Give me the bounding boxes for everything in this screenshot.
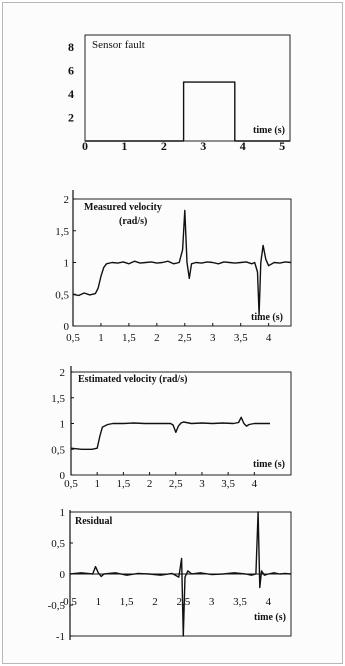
x-tick-label: 5 bbox=[279, 139, 285, 153]
y-tick-label: 2 bbox=[60, 367, 66, 379]
y-tick-label: 1 bbox=[64, 258, 70, 270]
x-tick-label: 3 bbox=[200, 139, 206, 153]
chart-annotation: Sensor fault bbox=[92, 39, 145, 51]
y-tick-label: 4 bbox=[68, 87, 74, 101]
y-tick-label: 1,5 bbox=[55, 226, 69, 238]
x-tick-label: 2 bbox=[147, 478, 153, 490]
x-tick-label: 0,5 bbox=[64, 478, 78, 490]
x-tick-label: 2 bbox=[152, 596, 158, 608]
x-axis-label: time (s) bbox=[253, 459, 285, 470]
y-tick-label: 0,5 bbox=[55, 289, 69, 301]
y-tick-label: 1,5 bbox=[51, 393, 65, 405]
x-tick-label: 1,5 bbox=[117, 478, 131, 490]
chart-annotation: Measured velocity bbox=[84, 202, 162, 213]
x-tick-label: 3,5 bbox=[234, 332, 248, 344]
x-tick-label: 4 bbox=[266, 596, 272, 608]
plot-box-1 bbox=[84, 34, 291, 142]
chart-annotation: Estimated velocity (rad/s) bbox=[78, 374, 187, 385]
x-tick-label: 1 bbox=[96, 596, 102, 608]
y-tick-label: 0 bbox=[60, 569, 66, 581]
y-tick-label: 0,5 bbox=[51, 444, 65, 456]
chart-annotation: Residual bbox=[75, 516, 112, 527]
series-line-2 bbox=[72, 209, 292, 316]
y-tick-label: 1 bbox=[60, 419, 66, 431]
x-tick-label: 1,5 bbox=[120, 596, 134, 608]
x-tick-label: 1 bbox=[121, 139, 127, 153]
y-tick-label: 6 bbox=[68, 63, 74, 77]
x-tick-label: 1 bbox=[98, 332, 104, 344]
x-tick-label: 4 bbox=[240, 139, 246, 153]
series-line-3 bbox=[70, 416, 270, 450]
x-tick-label: 1 bbox=[94, 478, 100, 490]
y-tick-label: 8 bbox=[68, 40, 74, 54]
x-tick-label: 2 bbox=[154, 332, 160, 344]
y-tick-label: -0,5 bbox=[48, 600, 66, 612]
series-line-1 bbox=[85, 81, 290, 142]
x-tick-label: 0 bbox=[82, 139, 88, 153]
x-tick-label: 3 bbox=[199, 478, 205, 490]
x-tick-label: 1,5 bbox=[122, 332, 136, 344]
x-tick-label: 0,5 bbox=[66, 332, 80, 344]
x-tick-label: 4 bbox=[266, 332, 272, 344]
y-tick-label: 0 bbox=[60, 470, 66, 482]
chart-annotation: (rad/s) bbox=[119, 216, 147, 227]
x-tick-label: 3 bbox=[209, 596, 215, 608]
x-axis-label: time (s) bbox=[253, 125, 285, 136]
y-tick-label: -1 bbox=[56, 631, 65, 643]
y-tick-label: 2 bbox=[64, 194, 70, 206]
x-tick-label: 4 bbox=[252, 478, 258, 490]
y-tick-label: 0,5 bbox=[51, 538, 65, 550]
x-tick-label: 3 bbox=[210, 332, 216, 344]
x-tick-label: 2 bbox=[161, 139, 167, 153]
x-axis-label: time (s) bbox=[254, 612, 286, 623]
y-tick-label: 0 bbox=[64, 321, 70, 333]
y-tick-label: 1 bbox=[60, 507, 66, 519]
y-tick-label: 2 bbox=[68, 110, 74, 124]
x-tick-label: 0,5 bbox=[63, 596, 77, 608]
series-line-4 bbox=[69, 511, 292, 637]
x-axis-label: time (s) bbox=[251, 312, 283, 323]
x-tick-label: 2,5 bbox=[178, 332, 192, 344]
x-tick-label: 3,5 bbox=[221, 478, 235, 490]
x-tick-label: 3,5 bbox=[233, 596, 247, 608]
x-tick-label: 2,5 bbox=[169, 478, 183, 490]
